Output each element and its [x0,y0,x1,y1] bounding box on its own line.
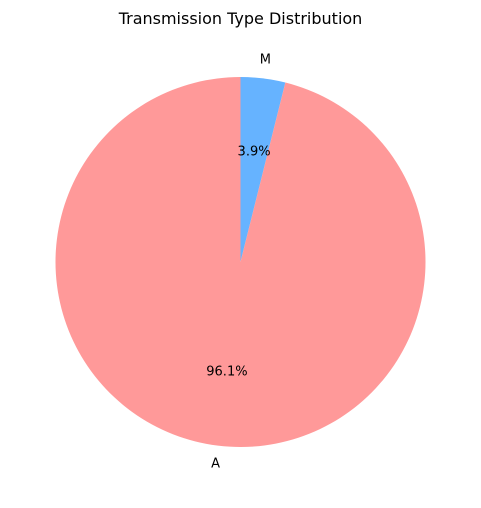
slice-label-m: M [260,53,271,68]
slice-label-a: A [211,456,220,471]
pie-slices [55,77,426,447]
percent-label-m: 3.9% [238,144,271,159]
percent-label-a: 96.1% [206,365,247,380]
pie-slice-m [240,77,286,262]
pie-slice-a [55,77,426,447]
pie-labels: M 3.9% A 96.1% [206,53,271,472]
chart-title: Transmission Type Distribution [118,9,363,28]
